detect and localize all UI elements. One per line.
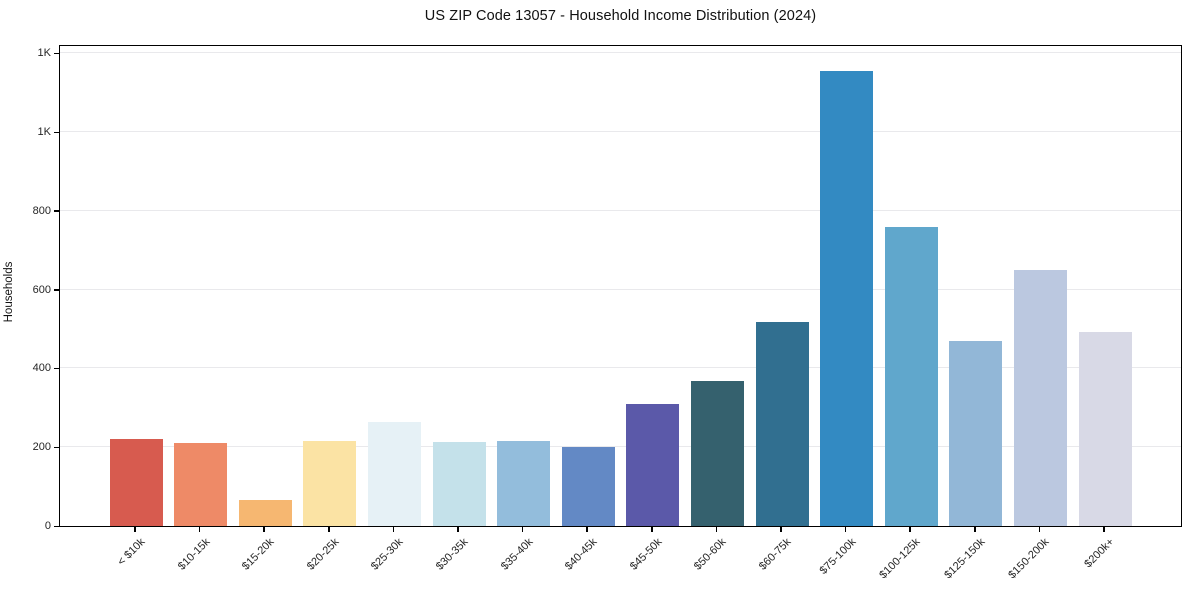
bar-$75-100k [820,71,874,526]
bar-$100-125k [884,227,938,526]
x-axis-tick [134,527,136,532]
plot-area [59,45,1182,527]
bar-< $10k [109,438,163,526]
x-axis-tick [909,527,911,532]
bar-$20-25k [303,440,357,526]
x-axis-tick [1103,527,1105,532]
y-axis-tick [54,52,59,55]
x-axis-tick [328,527,330,532]
y-axis-tick [54,210,59,212]
gridline [60,131,1181,133]
bar-$40-45k [561,446,615,526]
chart-title: US ZIP Code 13057 - Household Income Dis… [424,8,817,24]
y-tick-label: 600 [32,283,51,296]
bar-$45-50k [626,403,680,526]
y-axis-tick [54,289,59,291]
x-axis-tick [521,527,524,532]
x-axis-tick [198,527,201,532]
bar-$60-75k [755,321,809,526]
bar-$10-15k [174,442,228,526]
gridline [60,446,1181,448]
x-axis-tick [392,527,395,532]
bar-$150-200k [1013,269,1067,526]
gridline [60,209,1181,211]
x-axis-tick [780,527,782,532]
bar-$15-20k [238,499,292,526]
x-axis-tick [263,527,265,532]
y-tick-label: 1K [37,126,51,139]
bar-$35-40k [497,440,551,526]
bar-$50-60k [690,380,744,526]
y-axis-tick [54,131,59,134]
y-axis-tick [54,446,59,449]
y-axis-tick [54,525,59,527]
x-tick-label: < $10k [115,536,148,569]
x-axis-tick [457,527,459,532]
bar-$30-35k [432,442,486,526]
y-axis-tick [54,367,59,370]
y-tick-label: 1K [37,47,51,60]
gridline [60,367,1181,369]
x-axis-tick [1038,527,1041,532]
y-tick-label: 200 [32,441,51,454]
bar-$200k+ [1078,331,1132,526]
x-axis-tick [974,527,976,532]
x-axis-tick [715,527,718,532]
y-tick-label: 0 [44,520,51,532]
y-tick-label: 400 [32,362,51,375]
gridline [60,52,1181,54]
x-axis-tick [586,527,588,532]
bar-$25-30k [367,422,421,526]
x-axis-tick [844,527,847,532]
y-tick-label: 800 [32,204,51,217]
bar-$125-150k [949,340,1003,526]
x-axis-tick [651,527,653,532]
gridline [60,288,1181,290]
